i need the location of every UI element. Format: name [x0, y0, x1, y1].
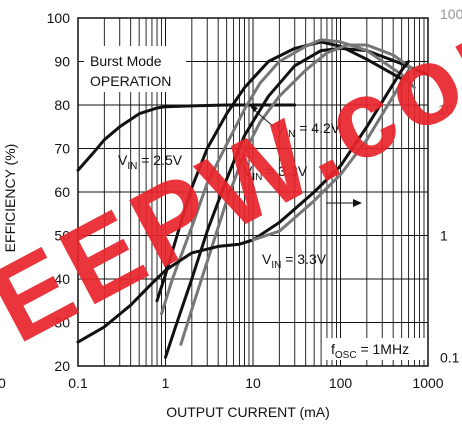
x-tick-label: 1000 — [412, 375, 443, 391]
y-tick-label: 60 — [54, 184, 70, 200]
fosc-label: fOSC = 1MHz — [331, 341, 409, 361]
series-group — [76, 38, 430, 359]
y-tick-label: 40 — [54, 271, 70, 287]
y-tick-label: 50 — [54, 228, 70, 244]
left-partial-tick-label: 0 — [0, 375, 6, 391]
y-tick-label: 80 — [54, 97, 70, 113]
vin-4-2-arrow-head — [249, 104, 258, 112]
tick-labels: 0.1 1 10 100 1000 20 30 40 50 60 70 80 90 100 100 10 1 0.… — [0, 6, 462, 391]
burst-mode-label: Burst Mode — [90, 53, 162, 69]
y-tick-label: 70 — [54, 141, 70, 157]
x-tick-label: 100 — [329, 375, 353, 391]
fosc-label-background — [326, 338, 426, 360]
y-tick-label: 20 — [54, 358, 70, 374]
plot-frame — [77, 17, 429, 367]
y-tick-label: 100 — [47, 10, 71, 26]
lower-curve-arrow-head — [353, 199, 362, 207]
right-tick-label: 10 — [438, 101, 454, 117]
series-line-4 — [160, 38, 416, 316]
series-line-1 — [76, 103, 297, 172]
vin-4-2-arrow-line — [251, 107, 275, 128]
y-axis-label: EFFICIENCY (%) — [2, 144, 18, 253]
burst-label-background — [84, 46, 186, 92]
series-line-5 — [179, 43, 416, 346]
x-tick-label: 0.1 — [68, 375, 88, 391]
burst-operation-label: OPERATION — [90, 73, 171, 89]
vin-3-3-upper-label: VIN = 3.3V — [243, 163, 308, 183]
x-tick-label: 10 — [245, 375, 261, 391]
vin-4-2-label: VIN = 4.2V — [276, 120, 341, 140]
right-tick-label: 0.1 — [440, 349, 460, 365]
right-tick-label: 100 — [440, 6, 462, 22]
y-tick-label: 30 — [54, 315, 70, 331]
y-tick-label: 90 — [54, 54, 70, 70]
vin-3-3-lower-label: VIN = 3.3V — [262, 251, 327, 271]
x-axis-label: OUTPUT CURRENT (mA) — [166, 404, 330, 420]
series-line-6 — [76, 60, 411, 344]
x-tick-label: 1 — [162, 375, 170, 391]
series-line-7 — [251, 68, 411, 242]
vin-2-5-label: VIN = 2.5V — [118, 152, 183, 172]
right-tick-label: 1 — [440, 228, 448, 244]
